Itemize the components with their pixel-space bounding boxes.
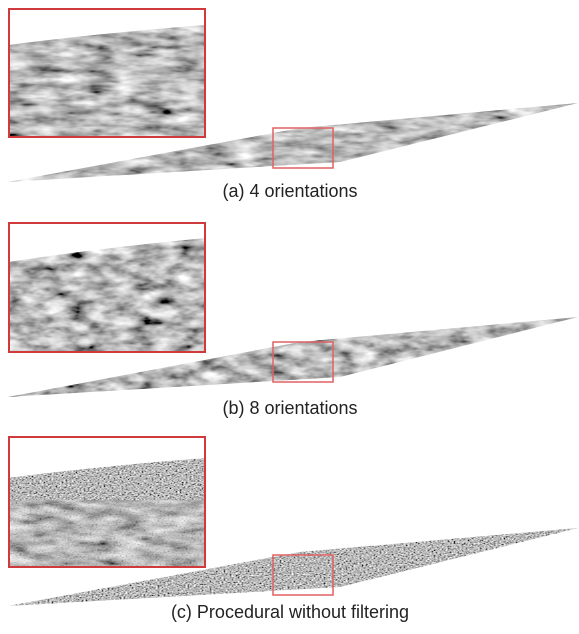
page: (a) 4 orientations (b) 8 orientations (c… bbox=[0, 0, 579, 629]
inset bbox=[8, 8, 206, 138]
panel-a: (a) 4 orientations bbox=[8, 8, 579, 201]
panel-b: (b) 8 orientations bbox=[8, 222, 579, 418]
inset bbox=[8, 222, 206, 353]
caption: (a) 4 orientations bbox=[222, 181, 357, 201]
figure: (a) 4 orientations (b) 8 orientations (c… bbox=[0, 0, 579, 629]
caption: (c) Procedural without filtering bbox=[171, 602, 409, 622]
inset bbox=[8, 436, 206, 568]
caption: (b) 8 orientations bbox=[222, 398, 357, 418]
panel-c: (c) Procedural without filtering bbox=[8, 436, 579, 622]
